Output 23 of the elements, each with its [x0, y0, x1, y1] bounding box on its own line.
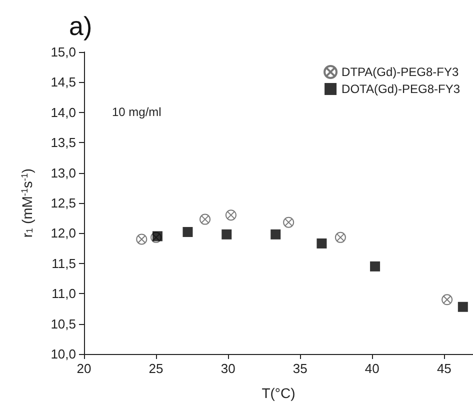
- legend-label: DOTA(Gd)-PEG8-FY3: [342, 82, 460, 96]
- y-tick-label: 13,5: [50, 135, 76, 150]
- annotation: 10 mg/ml: [112, 105, 162, 119]
- y-tick-label: 15,0: [50, 44, 76, 60]
- chart-title: a): [69, 11, 92, 41]
- x-tick-label: 40: [364, 361, 380, 376]
- y-axis-title: r1 (mM-1s-1): [19, 168, 35, 238]
- x-tick-label: 20: [76, 361, 92, 376]
- x-tick-label: 35: [292, 361, 308, 376]
- y-tick-label: 14,5: [50, 74, 76, 90]
- x-tick-label: 45: [436, 361, 452, 376]
- legend-label: DTPA(Gd)-PEG8-FY3: [342, 65, 459, 79]
- y-tick-label: 10,5: [50, 316, 76, 332]
- y-tick-label: 12,0: [50, 226, 76, 241]
- y-tick-label: 11,5: [52, 256, 76, 271]
- y-tick-label: 11,0: [52, 286, 76, 302]
- y-tick-label: 12,5: [50, 196, 76, 210]
- y-tick-label: 14,0: [50, 104, 76, 120]
- x-axis-title: T(°C): [262, 385, 296, 401]
- x-tick-label: 25: [148, 361, 164, 376]
- x-tick-label: 30: [220, 361, 236, 376]
- y-tick-label: 13,0: [50, 165, 76, 180]
- y-tick-label: 10,0: [50, 346, 76, 362]
